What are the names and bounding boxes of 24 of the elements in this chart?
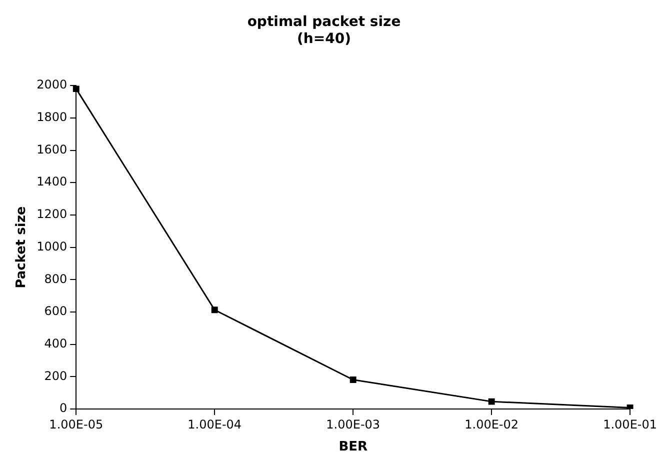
x-tick-label: 1.00E-04 — [188, 417, 242, 432]
y-tick-label: 2000 — [36, 78, 68, 92]
point — [72, 86, 80, 92]
x-tick-label: 1.00E-05 — [49, 417, 104, 432]
y-tick-label: 0 — [60, 401, 68, 416]
x-axis-title: BER — [338, 440, 368, 455]
y-axis-title: Packet size — [14, 206, 30, 288]
x-tick-label: 1.00E-01 — [603, 417, 658, 432]
y-tick-label: 1800 — [36, 110, 68, 124]
point — [350, 376, 356, 383]
point — [488, 398, 495, 405]
y-tick-label: 800 — [44, 272, 68, 286]
x-tick-label: 1.00E-03 — [326, 417, 380, 432]
y-tick-label: 400 — [44, 336, 68, 350]
point — [211, 306, 218, 314]
y-tick-label: 1600 — [36, 142, 68, 156]
point — [626, 404, 634, 409]
y-tick-label: 1000 — [36, 239, 68, 254]
y-tick-label: 1400 — [36, 174, 68, 189]
y-tick-label: 200 — [44, 368, 68, 383]
y-tick-label: 600 — [44, 304, 68, 318]
x-tick-label: 1.00E-02 — [464, 417, 519, 432]
y-tick-label: 1200 — [36, 207, 68, 222]
chart-title: optimal packet size (h=40) — [247, 14, 401, 47]
